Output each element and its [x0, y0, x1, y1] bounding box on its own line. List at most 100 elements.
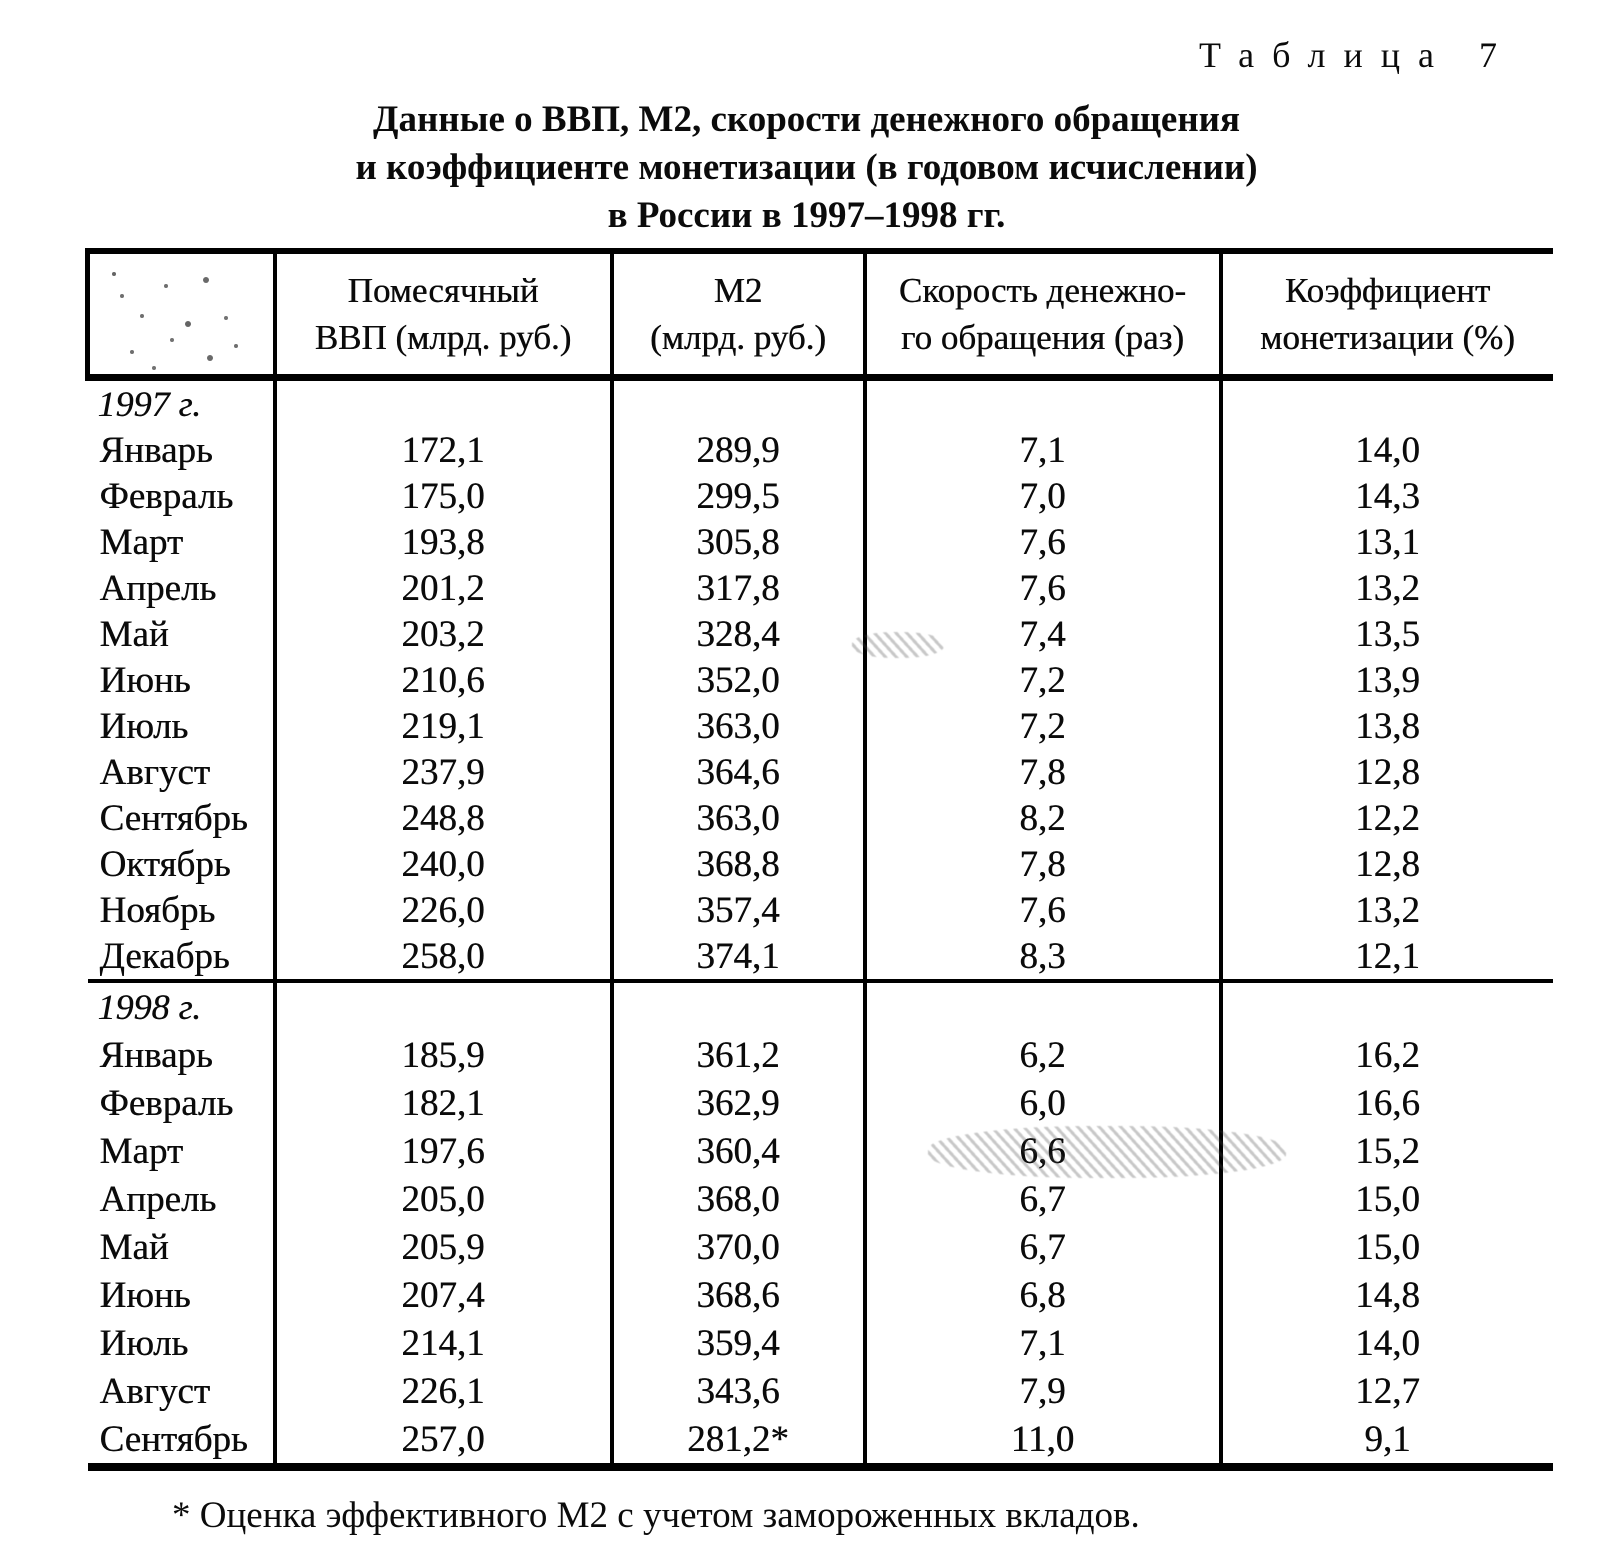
value-cell: 237,9 — [274, 749, 614, 795]
value-cell: 205,0 — [274, 1175, 614, 1223]
table-row: Апрель 205,0 368,0 6,7 15,0 — [87, 1175, 1553, 1223]
month-cell: Апрель — [87, 1175, 277, 1223]
value-cell: 7,6 — [864, 519, 1223, 565]
value-cell: 343,6 — [611, 1367, 867, 1415]
value-cell: 362,9 — [611, 1079, 867, 1127]
empty-cell — [864, 981, 1223, 1031]
month-cell: Март — [87, 519, 277, 565]
value-cell: 359,4 — [611, 1319, 867, 1367]
value-cell: 13,9 — [1355, 659, 1420, 701]
table-row: Август 237,9 364,6 7,8 12,8 — [87, 749, 1553, 795]
value-cell: 368,0 — [611, 1175, 867, 1223]
month-cell: Апрель — [87, 565, 277, 611]
value-cell: 328,4 — [611, 611, 867, 657]
table-row: Февраль 175,0 299,5 7,0 14,3 — [87, 473, 1553, 519]
scan-smudge — [852, 632, 944, 658]
value-cell: 7,1 — [864, 1319, 1223, 1367]
month-cell: Август — [87, 749, 277, 795]
value-cell: 7,6 — [864, 887, 1223, 933]
value-cell: 370,0 — [611, 1223, 867, 1271]
value-cell: 214,1 — [274, 1319, 614, 1367]
table-row: Июнь 210,6 352,0 7,2 13,9 — [87, 657, 1553, 703]
month-cell: Сентябрь — [87, 795, 277, 841]
value-cell: 13,8 — [1355, 705, 1420, 747]
table-number-label: Таблица 7 — [1199, 35, 1515, 75]
value-cell: 205,9 — [274, 1223, 614, 1271]
table-row: Июль 214,1 359,4 7,1 14,0 — [87, 1319, 1553, 1367]
footnote: * Оценка эффективного М2 с учетом заморо… — [172, 1495, 1140, 1536]
scan-noise — [112, 272, 116, 276]
table-row: Апрель 201,2 317,8 7,6 13,2 — [87, 565, 1553, 611]
value-cell: 13,2 — [1355, 567, 1420, 609]
value-cell: 16,2 — [1355, 1034, 1420, 1076]
year-label: 1997 г. — [87, 377, 277, 427]
value-cell: 368,8 — [611, 841, 867, 887]
month-cell: Январь — [87, 427, 277, 473]
value-cell: 281,2* — [611, 1415, 867, 1467]
value-cell: 7,2 — [864, 703, 1223, 749]
value-cell: 14,0 — [1355, 1322, 1420, 1364]
value-cell: 6,2 — [864, 1031, 1223, 1079]
empty-cell — [864, 377, 1223, 427]
data-table: Помесячный ВВП (млрд. руб.) М2 (млрд. ру… — [85, 248, 1553, 1471]
year-row: 1998 г. — [87, 981, 1553, 1031]
value-cell: 305,8 — [611, 519, 867, 565]
value-cell: 16,6 — [1355, 1082, 1420, 1124]
value-cell: 352,0 — [611, 657, 867, 703]
value-cell: 12,7 — [1355, 1370, 1420, 1412]
empty-cell — [274, 377, 614, 427]
value-cell: 258,0 — [274, 933, 614, 981]
month-cell: Август — [87, 1367, 277, 1415]
value-cell: 175,0 — [274, 473, 614, 519]
table-row: Декабрь 258,0 374,1 8,3 12,1 — [87, 933, 1553, 981]
table-row: Июнь 207,4 368,6 6,8 14,8 — [87, 1271, 1553, 1319]
value-cell: 207,4 — [274, 1271, 614, 1319]
value-cell: 7,8 — [864, 749, 1223, 795]
header-cell-month — [85, 251, 277, 381]
table-section: 1998 г. Январь 185,9 361,2 6,2 16,2 Февраль 182… — [87, 981, 1553, 1467]
month-cell: Июль — [87, 1319, 277, 1367]
value-cell: 172,1 — [274, 427, 614, 473]
value-cell: 374,1 — [611, 933, 867, 981]
value-cell: 363,0 — [611, 795, 867, 841]
month-cell: Март — [87, 1127, 277, 1175]
header-cell-m2: М2 (млрд. руб.) — [611, 251, 867, 381]
header-cell-gdp: Помесячный ВВП (млрд. руб.) — [274, 251, 614, 381]
value-cell: 7,1 — [864, 427, 1223, 473]
table-row: Июль 219,1 363,0 7,2 13,8 — [87, 703, 1553, 749]
value-cell: 289,9 — [611, 427, 867, 473]
value-cell: 203,2 — [274, 611, 614, 657]
value-cell: 15,2 — [1355, 1130, 1420, 1172]
value-cell: 12,8 — [1355, 751, 1420, 793]
month-cell: Июнь — [87, 1271, 277, 1319]
header-row: Помесячный ВВП (млрд. руб.) М2 (млрд. ру… — [85, 251, 1553, 381]
empty-cell — [274, 981, 614, 1031]
value-cell: 12,2 — [1355, 797, 1420, 839]
value-cell: 361,2 — [611, 1031, 867, 1079]
value-cell: 363,0 — [611, 703, 867, 749]
value-cell: 6,6 — [864, 1127, 1223, 1175]
value-cell: 368,6 — [611, 1271, 867, 1319]
value-cell: 9,1 — [1364, 1418, 1411, 1460]
value-cell: 210,6 — [274, 657, 614, 703]
table-row: Май 205,9 370,0 6,7 15,0 — [87, 1223, 1553, 1271]
empty-cell — [1221, 378, 1553, 428]
value-cell: 193,8 — [274, 519, 614, 565]
year-label: 1998 г. — [87, 981, 277, 1031]
value-cell: 14,3 — [1355, 475, 1420, 517]
value-cell: 6,7 — [864, 1223, 1223, 1271]
value-cell: 8,2 — [864, 795, 1223, 841]
value-cell: 7,9 — [864, 1367, 1223, 1415]
month-cell: Октябрь — [87, 841, 277, 887]
value-cell: 6,0 — [864, 1079, 1223, 1127]
value-cell: 360,4 — [611, 1127, 867, 1175]
table-title: Данные о ВВП, М2, скорости денежного обр… — [355, 99, 1258, 237]
value-cell: 182,1 — [274, 1079, 614, 1127]
value-cell: 201,2 — [274, 565, 614, 611]
month-cell: Ноябрь — [87, 887, 277, 933]
value-cell: 317,8 — [611, 565, 867, 611]
scan-smudge — [928, 1126, 1286, 1178]
value-cell: 6,7 — [864, 1175, 1223, 1223]
